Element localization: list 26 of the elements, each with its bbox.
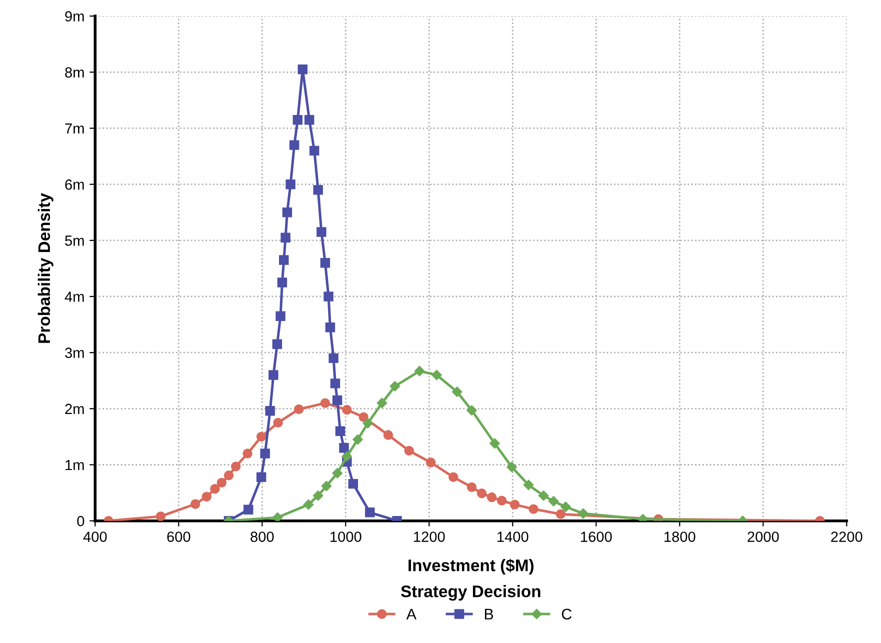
y-axis-title: Probability Density bbox=[38, 193, 54, 343]
x-tick-label: 2200 bbox=[831, 532, 862, 542]
x-axis-title: Investment ($M) bbox=[408, 558, 534, 575]
x-tick-label: 1200 bbox=[414, 532, 445, 542]
x-tick-label: 1400 bbox=[498, 532, 528, 542]
y-tick-label: 8m bbox=[65, 67, 84, 78]
x-tick-label: 600 bbox=[167, 532, 190, 542]
y-tick-label: 5m bbox=[65, 236, 84, 246]
y-tick-label: 3m bbox=[65, 348, 84, 358]
y-tick-label: 9m bbox=[65, 11, 84, 22]
legend-label: A bbox=[406, 608, 416, 620]
y-tick-label: 1m bbox=[66, 460, 84, 470]
x-tick-label: 2000 bbox=[748, 532, 779, 542]
x-tick-label: 1800 bbox=[664, 532, 696, 542]
y-tick-label: 6m bbox=[65, 179, 84, 190]
legend-label: B bbox=[484, 608, 494, 620]
y-tick-label: 7m bbox=[65, 123, 84, 134]
x-tick-label: 400 bbox=[83, 532, 107, 542]
legend-title: Strategy Decision bbox=[400, 585, 540, 601]
x-tick-label: 800 bbox=[250, 532, 274, 542]
legend-label: C bbox=[562, 608, 572, 620]
x-tick-label: 1000 bbox=[330, 532, 362, 542]
x-tick-label: 1600 bbox=[581, 532, 612, 542]
y-tick-label: 2m bbox=[65, 404, 84, 414]
y-tick-label: 0 bbox=[77, 516, 84, 526]
y-tick-label: 4m bbox=[64, 292, 84, 302]
